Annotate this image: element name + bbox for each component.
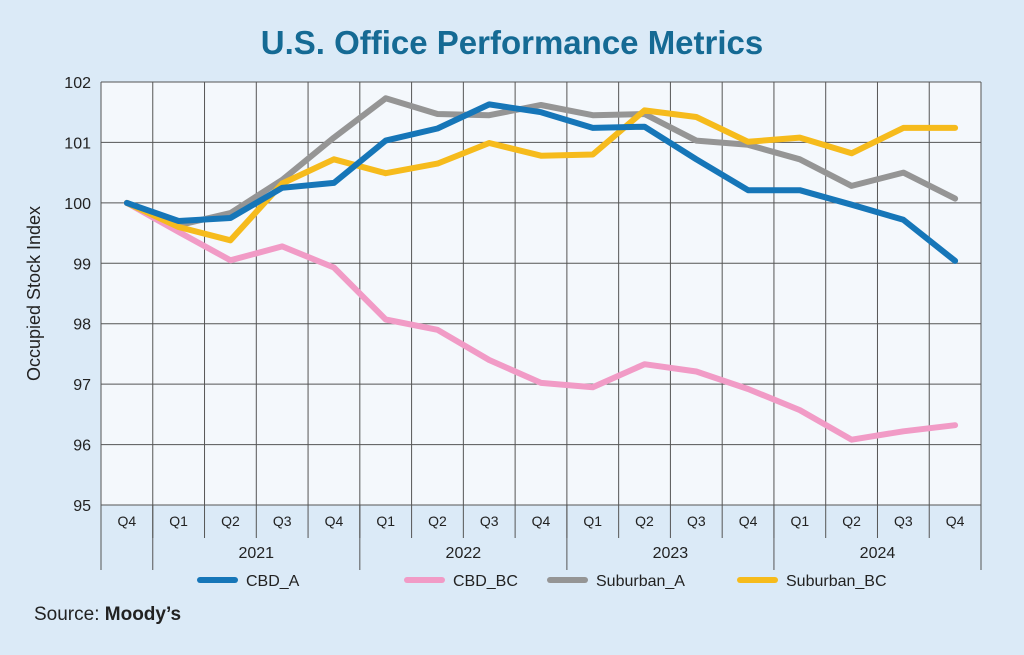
series-line-cbd-bc — [123, 199, 959, 443]
y-tick-label: 102 — [64, 75, 91, 92]
x-tick-label: Q3 — [894, 513, 913, 529]
year-label: 2021 — [238, 545, 274, 562]
x-tick-label: Q4 — [532, 513, 551, 529]
y-tick-label: 96 — [73, 438, 91, 455]
y-axis-label: Occupied Stock Index — [24, 206, 44, 381]
x-tick-label: Q4 — [325, 513, 344, 529]
y-tick-label: 99 — [73, 256, 91, 273]
y-tick-label: 95 — [73, 498, 91, 515]
x-tick-label: Q2 — [842, 513, 861, 529]
source-name: Moody’s — [104, 604, 182, 625]
x-tick-label: Q3 — [687, 513, 706, 529]
x-tick-label: Q4 — [739, 513, 758, 529]
y-tick-label: 101 — [64, 135, 91, 152]
source-label: Source: — [34, 604, 100, 625]
chart-title: U.S. Office Performance Metrics — [260, 24, 764, 61]
year-label: 2022 — [446, 545, 482, 562]
plot-area — [101, 82, 981, 505]
y-tick-label: 100 — [64, 196, 91, 213]
legend-label: Suburban_A — [596, 573, 685, 590]
x-tick-label: Q3 — [273, 513, 292, 529]
x-tick-label: Q3 — [480, 513, 499, 529]
x-tick-label: Q4 — [118, 513, 137, 529]
line-chart: 95 96 97 98 99 100 101 102 Occupied Stock Index Q… — [24, 75, 982, 590]
x-tick-label: Q2 — [635, 513, 654, 529]
series-line-cbd-a — [123, 101, 959, 264]
y-tick-label: 97 — [73, 377, 91, 394]
x-tick-label: Q1 — [169, 513, 188, 529]
x-tick-label: Q1 — [376, 513, 395, 529]
x-tick-label: Q4 — [946, 513, 965, 529]
series-line-suburban-bc — [123, 107, 959, 244]
source-note: Source: Moody’s — [34, 604, 181, 626]
series-line-suburban-a — [123, 95, 959, 229]
year-label: 2024 — [860, 545, 896, 562]
legend-label: CBD_A — [246, 573, 300, 590]
legend-label: Suburban_BC — [786, 573, 887, 590]
x-tick-label: Q2 — [221, 513, 240, 529]
legend-label: CBD_BC — [453, 573, 518, 590]
y-tick-label: 98 — [73, 317, 91, 334]
x-tick-label: Q1 — [790, 513, 809, 529]
year-label: 2023 — [653, 545, 689, 562]
x-tick-label: Q2 — [428, 513, 447, 529]
x-tick-label: Q1 — [583, 513, 602, 529]
